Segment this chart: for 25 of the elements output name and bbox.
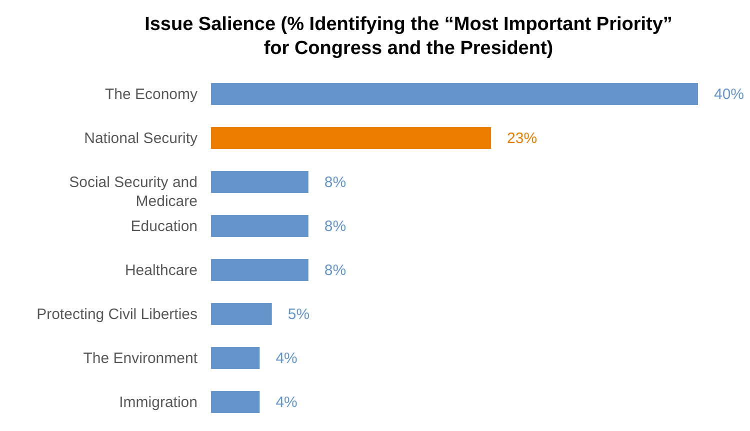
y-tick-label: Education (130, 218, 198, 235)
bar (211, 303, 272, 325)
bar (211, 347, 260, 369)
y-tick-label: Healthcare (124, 262, 198, 279)
y-tick-label: National Security (84, 130, 198, 147)
y-tick-label: Immigration (119, 394, 198, 411)
y-tick-label: The Economy (104, 86, 198, 103)
bar (211, 83, 698, 105)
y-tick-label: Protecting Civil Liberties (36, 306, 198, 323)
data-label: 40% (714, 86, 744, 103)
data-label: 8% (324, 218, 346, 235)
data-label: 8% (324, 262, 346, 279)
bar (211, 215, 308, 237)
bar (211, 127, 492, 149)
bar (211, 259, 308, 281)
data-label: 5% (288, 306, 310, 323)
y-tick-label: The Environment (83, 350, 198, 367)
data-label: 8% (324, 174, 346, 191)
data-label: 4% (276, 350, 298, 367)
y-tick-label: Social Security and Medicare (69, 174, 198, 210)
data-label: 4% (276, 394, 298, 411)
data-label: 23% (507, 130, 538, 147)
bar (211, 171, 308, 193)
bar (211, 391, 260, 413)
chart-title: Issue Salience (% Identifying the “Most Important Priority” for Congress and the President) (144, 14, 672, 59)
